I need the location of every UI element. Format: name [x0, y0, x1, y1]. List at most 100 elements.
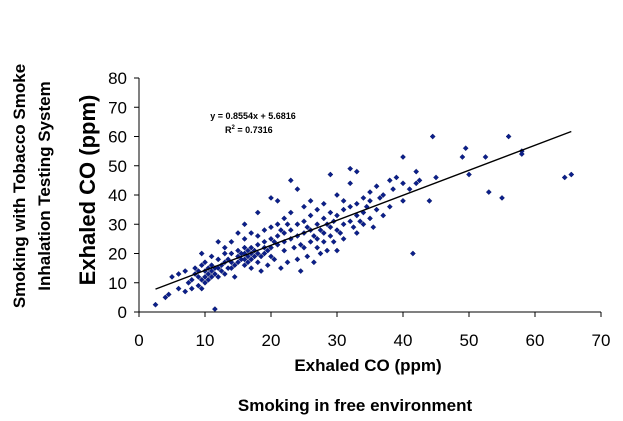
data-point	[287, 227, 294, 233]
data-point	[360, 221, 367, 228]
data-point	[235, 259, 241, 266]
data-point	[307, 197, 314, 204]
data-point	[284, 259, 291, 266]
data-point	[482, 154, 489, 160]
data-point	[314, 244, 321, 251]
data-point	[416, 177, 423, 184]
data-point	[271, 256, 278, 263]
data-point	[274, 221, 281, 228]
y-tick-label: 20	[108, 245, 127, 264]
data-point	[327, 224, 334, 231]
x-tick-label: 70	[592, 331, 611, 350]
data-point	[228, 238, 235, 245]
x-tick-label: 10	[196, 331, 215, 350]
data-point	[169, 274, 175, 280]
data-point	[254, 233, 261, 239]
data-point	[294, 256, 301, 263]
data-point	[390, 186, 396, 193]
data-point	[367, 197, 373, 204]
y-axis-ticks: 0 10 20 30 40 50 60 70 80	[108, 69, 139, 322]
data-point	[400, 180, 406, 187]
data-point	[304, 253, 311, 260]
data-point	[320, 200, 327, 207]
data-point	[433, 174, 439, 181]
y-tick-label: 50	[108, 157, 127, 176]
data-point	[393, 174, 400, 181]
data-point	[320, 215, 327, 222]
data-point	[350, 224, 357, 231]
data-point	[353, 168, 360, 175]
data-point	[353, 200, 360, 207]
data-point	[205, 276, 212, 283]
data-point	[334, 227, 340, 233]
data-point	[215, 238, 222, 245]
data-point	[301, 244, 307, 251]
data-point	[198, 276, 205, 283]
data-point	[311, 233, 317, 239]
data-point	[353, 212, 360, 219]
data-point	[202, 259, 208, 266]
data-point	[188, 276, 195, 283]
data-point	[248, 244, 255, 251]
data-point	[258, 268, 264, 274]
data-point	[175, 285, 182, 292]
data-point	[212, 271, 218, 277]
y-tick-label: 60	[108, 128, 127, 147]
data-point	[221, 244, 228, 251]
data-point	[340, 206, 347, 213]
data-point	[231, 274, 238, 280]
data-point	[281, 215, 288, 222]
data-point	[245, 247, 251, 254]
data-point	[330, 238, 337, 245]
data-point	[287, 177, 294, 184]
data-point	[314, 206, 321, 213]
data-point	[195, 274, 202, 280]
outer-y-title-line1: Smoking with Tobacco Smoke	[10, 64, 29, 308]
data-point	[410, 250, 416, 257]
data-point	[334, 192, 340, 198]
data-point	[278, 265, 284, 272]
data-point	[165, 291, 172, 298]
data-point	[241, 221, 248, 228]
data-point	[241, 235, 248, 242]
data-point	[188, 285, 195, 292]
data-point	[400, 197, 406, 204]
data-point	[360, 195, 367, 201]
data-point	[462, 145, 469, 152]
data-point	[251, 253, 258, 260]
data-point	[195, 282, 202, 289]
trendline	[155, 130, 572, 290]
x-tick-label: 30	[328, 331, 347, 350]
y-tick-label: 0	[118, 303, 127, 322]
data-point	[268, 235, 274, 242]
data-point	[264, 262, 271, 269]
data-point	[215, 265, 222, 272]
data-point	[373, 206, 380, 213]
data-point	[429, 133, 436, 140]
data-point	[235, 230, 241, 236]
outer-y-title-line2: Inhalation Testing System	[35, 81, 54, 290]
data-point	[215, 274, 222, 280]
data-point	[205, 271, 212, 277]
data-point	[413, 180, 420, 187]
data-point	[228, 265, 235, 272]
data-point	[568, 171, 575, 178]
x-tick-label: 0	[134, 331, 143, 350]
data-point	[304, 224, 311, 231]
data-point	[198, 250, 205, 257]
data-point	[324, 247, 330, 254]
data-point	[261, 238, 268, 245]
data-point	[317, 250, 324, 257]
data-point	[294, 186, 301, 193]
data-point	[340, 221, 347, 228]
y-tick-label: 70	[108, 98, 127, 117]
x-axis-ticks: 0 10 20 30 40 50 60 70	[134, 312, 610, 350]
data-point	[202, 274, 208, 280]
data-point	[208, 253, 215, 260]
data-point	[198, 285, 205, 292]
data-point	[340, 235, 347, 242]
data-point	[261, 227, 268, 233]
data-point	[192, 265, 198, 272]
y-tick-label: 10	[108, 274, 127, 293]
data-point	[406, 186, 413, 193]
